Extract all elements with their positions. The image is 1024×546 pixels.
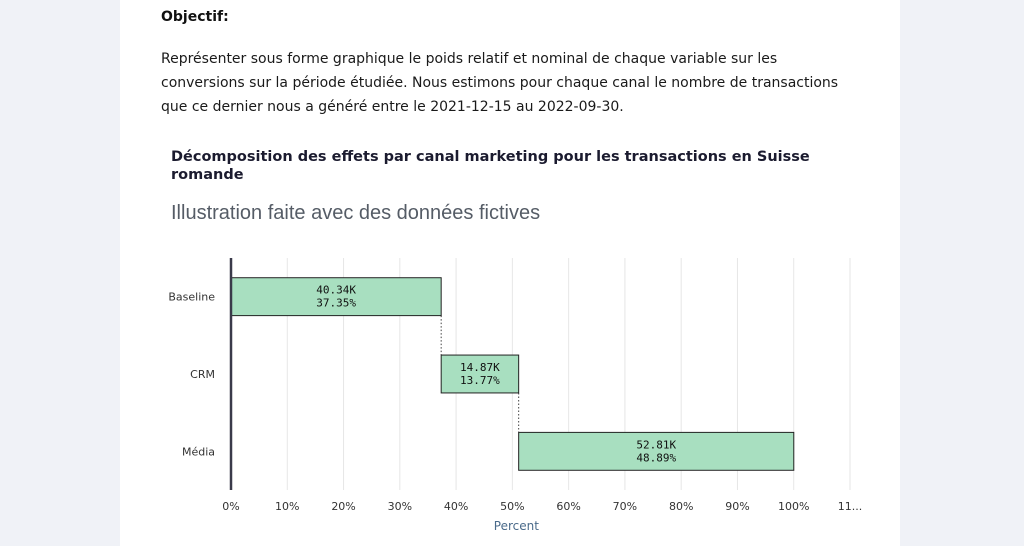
chart-subtitle: Illustration faite avec des données fict… <box>171 202 541 224</box>
x-tick-label: 80% <box>669 500 693 513</box>
x-tick-label: 11... <box>838 500 863 513</box>
x-tick-label: 100% <box>778 500 809 513</box>
objective-paragraph: Représenter sous forme graphique le poid… <box>161 51 839 115</box>
bar-2 <box>518 431 795 471</box>
bar-percent-label: 13.77% <box>460 374 500 387</box>
x-tick-label: 20% <box>331 500 355 513</box>
category-label: CRM <box>190 368 215 381</box>
category-label: Média <box>182 445 215 458</box>
section-heading: Objectif: <box>161 9 229 25</box>
chart-title: Décomposition des effets par canal marke… <box>171 149 810 183</box>
x-tick-label: 30% <box>388 500 412 513</box>
document-page: Objectif: Représenter sous forme graphiq… <box>120 0 900 546</box>
bar-count-label: 14.87K <box>460 361 500 374</box>
bar-count-label: 52.81K <box>636 438 676 451</box>
bar-percent-label: 37.35% <box>316 297 356 310</box>
x-tick-label: 70% <box>613 500 637 513</box>
x-tick-label: 60% <box>556 500 580 513</box>
x-axis-title: Percent <box>494 519 539 533</box>
x-tick-label: 10% <box>275 500 299 513</box>
waterfall-chart: 0% 10% 20% 30% 40% 50% 60% 70% 80% 90% 100% 11... 40… <box>168 258 863 533</box>
bar-1 <box>440 354 520 394</box>
bar-percent-label: 48.89% <box>636 451 676 464</box>
x-tick-label: 0% <box>222 500 239 513</box>
bar-0 <box>230 277 442 317</box>
x-tick-label: 50% <box>500 500 524 513</box>
category-label: Baseline <box>168 291 215 304</box>
x-tick-label: 90% <box>725 500 749 513</box>
x-tick-label: 40% <box>444 500 468 513</box>
bar-count-label: 40.34K <box>316 284 356 297</box>
